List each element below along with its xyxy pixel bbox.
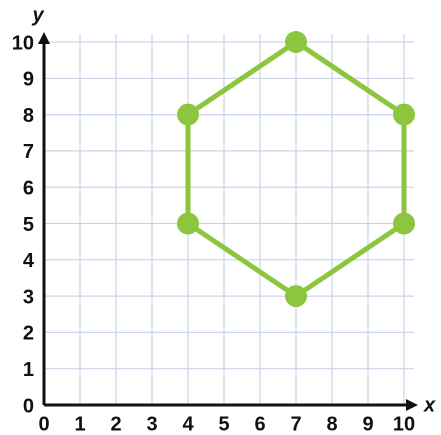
y-tick-label: 7 bbox=[23, 141, 34, 163]
x-tick-label: 1 bbox=[74, 413, 85, 435]
x-tick-label: 9 bbox=[362, 413, 373, 435]
vertex-point bbox=[393, 103, 415, 126]
vertex-point bbox=[393, 212, 415, 235]
x-tick-label: 5 bbox=[218, 413, 229, 435]
y-tick-label: 4 bbox=[23, 250, 35, 272]
x-axis-arrow bbox=[406, 399, 418, 411]
x-tick-label: 6 bbox=[254, 413, 265, 435]
x-tick-label: 8 bbox=[326, 413, 337, 435]
x-tick-label: 2 bbox=[110, 413, 121, 435]
y-tick-label: 5 bbox=[23, 214, 34, 236]
y-tick-label: 8 bbox=[23, 105, 34, 127]
y-tick-label: 1 bbox=[23, 359, 34, 381]
x-axis-label: x bbox=[423, 394, 436, 416]
x-tick-label: 10 bbox=[393, 413, 415, 435]
y-axis-arrow bbox=[38, 32, 50, 44]
y-tick-label: 0 bbox=[23, 395, 34, 417]
y-tick-label: 2 bbox=[23, 323, 34, 345]
vertex-point bbox=[285, 31, 307, 53]
y-axis-label: y bbox=[31, 4, 44, 26]
vertex-point bbox=[285, 285, 307, 308]
vertex-point bbox=[177, 103, 199, 126]
x-tick-label: 7 bbox=[290, 413, 301, 435]
x-tick-label: 3 bbox=[146, 413, 157, 435]
y-tick-label: 9 bbox=[23, 69, 34, 91]
vertex-point bbox=[177, 212, 199, 235]
y-tick-label: 3 bbox=[23, 286, 34, 308]
x-tick-label: 0 bbox=[38, 413, 49, 435]
x-tick-label: 4 bbox=[182, 413, 194, 435]
y-tick-label: 6 bbox=[23, 177, 34, 199]
y-tick-label: 10 bbox=[12, 32, 34, 54]
